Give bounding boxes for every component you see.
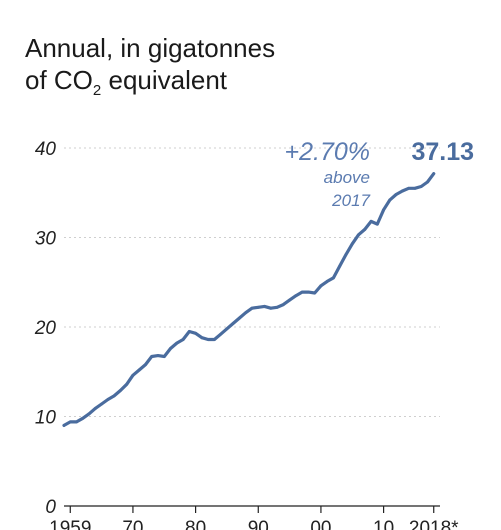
data-point-2009 <box>375 222 379 226</box>
data-point-1979 <box>187 330 191 333</box>
annotation-above-label: above <box>324 168 370 187</box>
data-points <box>62 172 436 427</box>
x-tick-label-10: 10 <box>373 518 394 530</box>
data-point-1980 <box>194 331 198 335</box>
y-tick-label-20: 20 <box>34 318 57 339</box>
data-point-2003 <box>338 264 342 268</box>
data-point-2013 <box>401 189 404 193</box>
data-point-2005 <box>350 242 354 246</box>
y-tick-label-0: 0 <box>45 497 56 518</box>
data-point-1977 <box>175 341 179 345</box>
data-point-1983 <box>213 338 216 341</box>
data-point-1997 <box>300 290 304 294</box>
data-point-2010 <box>382 208 385 212</box>
data-point-1962 <box>81 416 85 420</box>
chart-title-line1: Annual, in gigatonnes <box>25 33 276 63</box>
x-tick-label-2018*: 2018* <box>409 518 459 530</box>
data-point-1978 <box>181 338 185 341</box>
data-point-1964 <box>93 407 97 410</box>
data-point-1987 <box>238 316 241 320</box>
grid-layer <box>64 147 440 417</box>
data-point-1963 <box>87 412 91 416</box>
data-point-1988 <box>244 311 248 315</box>
data-point-2018 <box>432 172 436 176</box>
data-point-1971 <box>137 368 141 372</box>
data-point-1975 <box>162 355 166 358</box>
data-point-2017 <box>426 180 429 184</box>
data-point-2011 <box>388 198 392 202</box>
emissions-series-line <box>62 172 436 427</box>
data-point-1981 <box>200 336 204 340</box>
x-tick-label-70: 70 <box>122 518 143 530</box>
data-point-2014 <box>407 186 411 190</box>
data-point-1999 <box>313 291 317 295</box>
data-point-1966 <box>106 398 110 401</box>
y-tick-label-40: 40 <box>35 139 57 160</box>
data-point-2016 <box>419 185 423 188</box>
data-point-1976 <box>169 347 172 350</box>
data-point-1998 <box>307 290 310 294</box>
data-point-2002 <box>332 276 335 280</box>
x-tick-label-80: 80 <box>185 518 206 530</box>
x-tick-label-90: 90 <box>248 518 269 530</box>
data-point-1993 <box>275 305 279 309</box>
data-point-2007 <box>363 228 367 231</box>
data-point-2000 <box>319 284 323 288</box>
data-point-1991 <box>263 305 266 308</box>
x-tick-label-1959: 1959 <box>49 518 91 530</box>
y-tick-label-30: 30 <box>35 229 57 250</box>
data-point-2012 <box>394 193 398 196</box>
data-point-1982 <box>206 338 210 341</box>
data-point-1973 <box>150 355 154 358</box>
data-point-1974 <box>156 354 160 358</box>
chart-title-line2: of CO2 equivalent <box>25 64 275 101</box>
y-tick-label-10: 10 <box>35 408 57 429</box>
title-co-prefix: of CO <box>25 65 93 95</box>
chart-title: Annual, in gigatonnes of CO2 equivalent <box>25 32 275 101</box>
x-axis <box>64 505 440 513</box>
data-point-2004 <box>344 253 348 256</box>
data-point-1968 <box>119 389 122 392</box>
data-point-1959 <box>62 424 66 427</box>
data-point-2001 <box>325 279 329 283</box>
data-point-1970 <box>131 373 135 377</box>
data-point-1984 <box>219 332 223 336</box>
data-point-1961 <box>75 420 78 424</box>
data-point-1992 <box>269 306 273 310</box>
data-point-1996 <box>294 294 298 298</box>
data-point-2015 <box>413 186 417 190</box>
data-point-1994 <box>281 303 285 307</box>
tick-labels: 0 10 20 30 40 1959 70 80 90 00 10 2018* <box>34 139 459 530</box>
data-point-1967 <box>112 394 116 398</box>
data-point-1989 <box>250 306 254 310</box>
data-point-1995 <box>288 298 291 302</box>
title-subscript: 2 <box>92 82 102 99</box>
data-point-1990 <box>256 305 260 309</box>
data-point-1986 <box>231 322 235 325</box>
x-tick-label-00: 00 <box>310 518 331 530</box>
data-point-1969 <box>125 382 129 386</box>
annotation-last-value: 37.13 <box>411 138 474 166</box>
data-point-1972 <box>144 363 147 366</box>
data-point-2006 <box>357 233 360 237</box>
data-point-1965 <box>100 402 103 406</box>
data-point-1960 <box>68 420 72 424</box>
data-point-1985 <box>225 327 229 331</box>
annotation-year-label: 2017 <box>331 191 370 210</box>
title-equivalent-suffix: equivalent <box>101 65 228 95</box>
data-point-2008 <box>369 219 373 223</box>
annotation-percent-change: +2.70% <box>285 138 371 166</box>
